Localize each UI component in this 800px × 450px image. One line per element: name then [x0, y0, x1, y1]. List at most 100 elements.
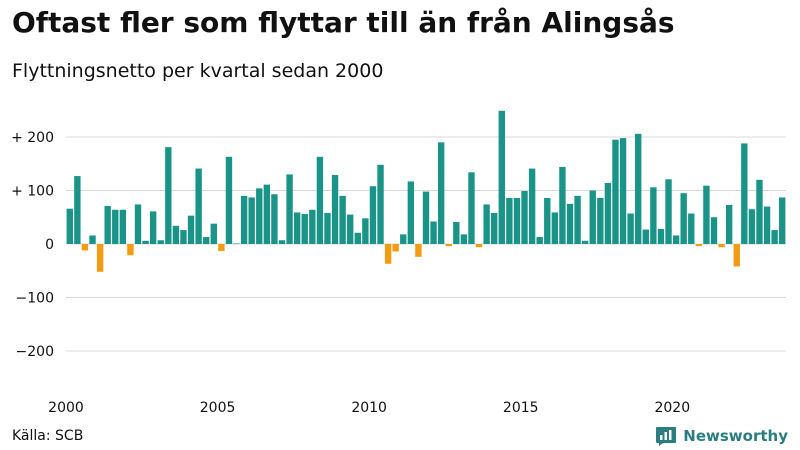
bar-2010-q1 [369, 186, 377, 244]
bar-2002-q2 [134, 204, 142, 244]
bar-2021-q4 [725, 204, 733, 244]
brand-name: Newsworthy [683, 427, 788, 445]
bar-2020-q3 [688, 213, 695, 244]
bar-2016-q1 [551, 212, 559, 245]
bar-2016-q2 [559, 166, 566, 244]
y-tick-label: + 200 [11, 130, 54, 146]
bar-2015-q3 [536, 237, 543, 244]
bar-2008-q4 [331, 174, 339, 245]
bar-2004-q3 [203, 237, 210, 244]
brand-logo[interactable]: Newsworthy [655, 426, 788, 446]
bar-2006-q2 [256, 188, 263, 244]
bar-2019-q2 [650, 187, 657, 244]
bar-2009-q1 [339, 195, 346, 244]
bar-2015-q4 [544, 197, 551, 244]
bar-2022-q1 [733, 244, 740, 267]
bar-2002-q1 [127, 244, 134, 256]
bar-2017-q1 [581, 240, 589, 244]
bar-2003-q4 [180, 230, 187, 244]
bar-2017-q3 [597, 197, 604, 244]
x-tick-label: 2005 [200, 400, 236, 416]
bar-2010-q3 [384, 244, 392, 264]
bar-2002-q3 [142, 240, 149, 244]
bar-2013-q2 [468, 172, 475, 244]
bar-2011-q2 [407, 181, 415, 245]
bar-2019-q4 [665, 179, 672, 244]
bar-2018-q2 [619, 138, 627, 244]
bar-2008-q1 [309, 209, 316, 244]
y-axis-labels: + 200 + 100 0 −100 −200 [11, 130, 54, 360]
bar-2017-q2 [589, 190, 596, 244]
bar-2008-q2 [316, 156, 324, 244]
bar-2009-q2 [347, 214, 354, 244]
bar-2015-q2 [528, 168, 536, 244]
bar-2007-q2 [286, 174, 293, 244]
bar-2003-q1 [157, 240, 164, 244]
bar-2019-q1 [642, 229, 649, 245]
bar-2014-q3 [506, 197, 513, 244]
bar-2004-q2 [195, 168, 202, 244]
bar-2014-q1 [491, 212, 498, 244]
bar-2008-q3 [324, 212, 331, 244]
bar-2000-q3 [81, 244, 89, 251]
bar-2012-q1 [430, 221, 437, 244]
bar-2003-q2 [165, 147, 172, 244]
bar-2005-q4 [240, 195, 248, 244]
source-note: Källa: SCB [12, 428, 84, 444]
chart-title: Oftast fler som flyttar till än från Ali… [12, 6, 675, 39]
bar-2020-q2 [680, 193, 687, 245]
bar-2011-q1 [400, 234, 407, 244]
bar-chart: + 200 + 100 0 −100 −200 2000 2005 2010 2015 2020 [11, 110, 786, 416]
bar-2012-q2 [437, 142, 445, 244]
x-tick-label: 2000 [48, 400, 84, 416]
bar-2009-q4 [362, 218, 369, 244]
bar-2021-q3 [718, 244, 725, 248]
bar-2000-q2 [74, 176, 81, 245]
bars [66, 110, 786, 272]
bar-2011-q3 [415, 244, 422, 257]
bar-2022-q3 [748, 209, 756, 244]
bar-2022-q4 [756, 179, 763, 244]
bar-2014-q4 [513, 197, 521, 244]
bar-2004-q1 [187, 215, 195, 245]
bar-2023-q1 [763, 206, 771, 244]
bar-2012-q3 [445, 244, 452, 247]
bar-2006-q1 [248, 197, 255, 244]
bar-2020-q1 [672, 235, 680, 244]
bar-2010-q2 [377, 164, 384, 244]
bar-2004-q4 [210, 223, 217, 244]
bar-2018-q3 [627, 213, 634, 244]
y-tick-label: + 100 [11, 184, 54, 200]
bar-2005-q1 [218, 244, 225, 251]
bar-2018-q4 [635, 133, 642, 244]
bar-2005-q2 [225, 156, 233, 244]
bar-2000-q4 [89, 235, 96, 244]
x-axis-labels: 2000 2005 2010 2015 2020 [48, 400, 690, 416]
bar-2002-q4 [149, 211, 157, 245]
bar-2001-q1 [96, 244, 104, 272]
bar-2019-q3 [657, 229, 665, 244]
bar-2007-q4 [301, 214, 308, 244]
bar-2001-q3 [112, 209, 119, 244]
bar-2013-q4 [483, 204, 490, 244]
bar-2001-q4 [119, 209, 127, 244]
bar-2006-q4 [271, 194, 278, 245]
bar-2015-q1 [521, 191, 528, 244]
bar-2013-q1 [460, 234, 468, 244]
bar-2014-q2 [498, 110, 505, 244]
x-tick-label: 2020 [654, 400, 690, 416]
x-tick-label: 2010 [351, 400, 387, 416]
bar-2007-q3 [293, 212, 301, 245]
bar-2021-q2 [710, 217, 718, 244]
y-tick-label: −200 [16, 344, 54, 360]
bar-2001-q2 [104, 206, 111, 244]
bar-2006-q3 [263, 184, 271, 245]
bar-2021-q1 [703, 185, 710, 245]
bar-2010-q4 [392, 244, 399, 252]
bar-2005-q3 [233, 243, 240, 245]
bar-2007-q1 [278, 240, 286, 244]
y-tick-label: 0 [45, 237, 54, 253]
bar-2017-q4 [604, 183, 612, 244]
bar-2020-q4 [695, 244, 703, 247]
y-tick-label: −100 [16, 291, 54, 307]
